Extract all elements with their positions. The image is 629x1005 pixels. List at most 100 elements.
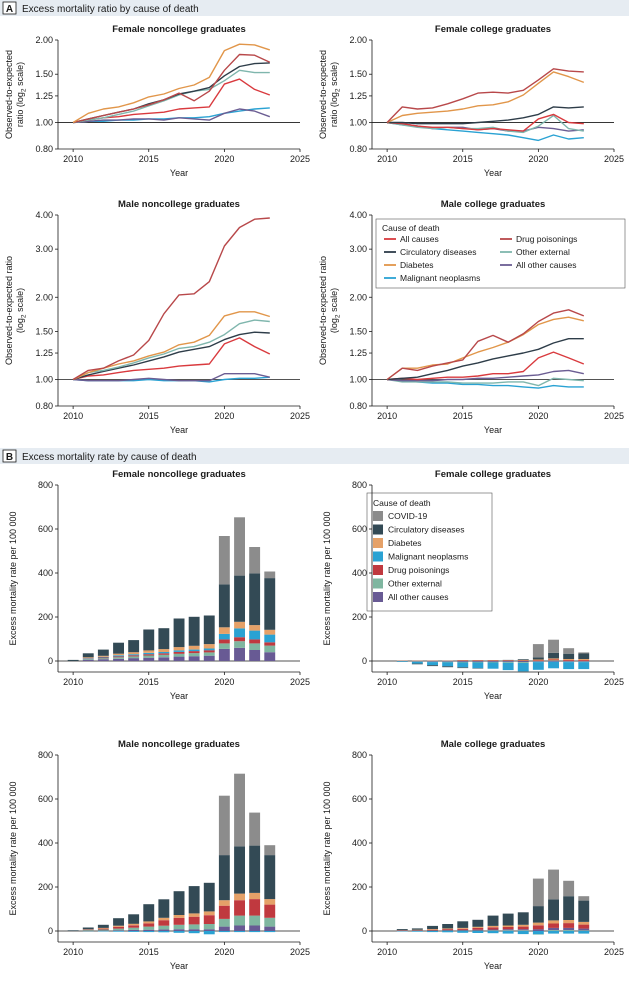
- bar-segment-circulatory-diseases: [427, 665, 438, 666]
- bar-segment-other-external: [264, 646, 275, 653]
- bar-segment-circulatory-diseases: [128, 640, 139, 652]
- x-tick-label: 2015: [453, 411, 473, 421]
- y-tick-label: 0.80: [349, 401, 367, 411]
- bar-segment-circulatory-diseases: [189, 886, 200, 913]
- bar-segment-other-external: [204, 652, 215, 655]
- panel-1: Female noncollege graduates0.801.001.251…: [4, 24, 310, 178]
- x-axis-label: Year: [170, 961, 188, 971]
- bar-segment-diabetes: [98, 656, 109, 657]
- bar-segment-diabetes: [174, 647, 185, 650]
- bar-segment-drug-poisonings: [457, 929, 468, 930]
- bar-segment-malignant-neoplasms: [457, 931, 468, 933]
- y-axis-label-line1: Observed-to-expected ratio: [318, 256, 328, 365]
- x-tick-label: 2025: [604, 411, 624, 421]
- ratio-legend-label: All other causes: [516, 260, 576, 270]
- bar-segment-other-external: [98, 658, 109, 659]
- bar-segment-circulatory-diseases: [113, 918, 124, 926]
- bar-segment-circulatory-diseases: [457, 921, 468, 928]
- x-axis-label: Year: [170, 691, 188, 701]
- bar-segment-drug-poisonings: [503, 927, 514, 929]
- rate-legend-swatch: [373, 511, 383, 521]
- y-tick-label: 1.00: [349, 375, 367, 385]
- y-tick-label: 1.00: [349, 117, 367, 127]
- ratio-legend-label: Circulatory diseases: [400, 247, 477, 257]
- bar-segment-circulatory-diseases: [158, 628, 169, 649]
- bar-segment-circulatory-diseases: [503, 914, 514, 926]
- series-line-all-causes: [387, 352, 584, 379]
- y-tick-label: 1.50: [349, 326, 367, 336]
- bar-segment-all-other-causes: [518, 661, 529, 662]
- bar-segment-all-other-causes: [219, 649, 230, 661]
- bar-segment-other-external: [219, 919, 230, 927]
- rate-legend-label: Other external: [388, 579, 442, 589]
- bar-segment-other-external: [158, 655, 169, 657]
- y-tick-label: 1.25: [349, 91, 367, 101]
- bar-segment-diabetes: [578, 659, 589, 660]
- y-tick-label: 600: [352, 524, 367, 534]
- bar-segment-diabetes: [189, 646, 200, 650]
- series-line-drug-poisonings: [387, 310, 584, 380]
- section-a-letter: A: [6, 4, 13, 15]
- x-axis-label: Year: [484, 425, 502, 435]
- bar-segment-all-other-causes: [533, 929, 544, 931]
- bar-segment-malignant-neoplasms: [472, 663, 483, 669]
- y-tick-label: 1.00: [35, 117, 53, 127]
- x-tick-label: 2015: [139, 154, 159, 164]
- bar-segment-all-other-causes: [264, 927, 275, 931]
- bar-segment-all-other-causes: [98, 659, 109, 661]
- bar-segment-other-external: [457, 662, 468, 663]
- y-tick-label: 0: [362, 656, 367, 666]
- bar-segment-all-other-causes: [548, 928, 559, 930]
- ratio-legend-label: Drug poisonings: [516, 234, 577, 244]
- y-axis-label-line2: (log2 scale): [329, 288, 342, 333]
- bar-segment-diabetes: [158, 649, 169, 652]
- x-tick-label: 2025: [290, 947, 310, 957]
- bar-segment-circulatory-diseases: [412, 928, 423, 929]
- bar-segment-other-external: [563, 930, 574, 931]
- y-axis-label: Observed-to-expected ratio(log2 scale): [318, 256, 342, 365]
- bar-segment-all-other-causes: [234, 648, 245, 661]
- bar-segment-covid-19: [219, 796, 230, 855]
- bar-segment-circulatory-diseases: [234, 576, 245, 622]
- bar-segment-all-other-causes: [442, 930, 453, 931]
- x-tick-label: 2015: [139, 947, 159, 957]
- x-tick-label: 2010: [63, 154, 83, 164]
- bar-segment-other-external: [174, 654, 185, 657]
- bar-segment-diabetes: [442, 928, 453, 929]
- x-tick-label: 2015: [453, 677, 473, 687]
- bar-segment-malignant-neoplasms: [503, 931, 514, 934]
- series-line-circulatory-diseases: [73, 63, 270, 123]
- bar-segment-drug-poisonings: [548, 660, 559, 661]
- y-axis-label-line2: (log2 scale): [15, 288, 28, 333]
- series-line-circulatory-diseases: [73, 332, 270, 379]
- x-tick-label: 2010: [377, 154, 397, 164]
- bar-segment-malignant-neoplasms: [397, 661, 408, 662]
- y-tick-label: 1.50: [35, 69, 53, 79]
- bar-segment-circulatory-diseases: [442, 666, 453, 667]
- bar-segment-circulatory-diseases: [98, 925, 109, 928]
- bar-segment-malignant-neoplasms: [563, 662, 574, 669]
- y-tick-label: 0.80: [35, 401, 53, 411]
- bar-segment-malignant-neoplasms: [488, 663, 499, 669]
- y-tick-label: 1.50: [35, 326, 53, 336]
- x-tick-label: 2020: [528, 677, 548, 687]
- bar-segment-all-other-causes: [158, 657, 169, 661]
- bar-segment-malignant-neoplasms: [518, 931, 529, 934]
- bar-segment-drug-poisonings: [143, 923, 154, 926]
- y-axis-label-text: Excess mortality rate per 100 000: [8, 511, 18, 645]
- bar-segment-malignant-neoplasms: [548, 662, 559, 669]
- bar-segment-circulatory-diseases: [219, 584, 230, 627]
- x-tick-label: 2025: [604, 677, 624, 687]
- rate-legend-swatch: [373, 592, 383, 602]
- bar-segment-malignant-neoplasms: [503, 663, 514, 670]
- bar-segment-malignant-neoplasms: [219, 634, 230, 640]
- panel-7: Male noncollege graduates020040060080020…: [8, 739, 310, 971]
- bar-segment-circulatory-diseases: [174, 619, 185, 648]
- x-tick-label: 2010: [377, 411, 397, 421]
- ratio-legend-label: All causes: [400, 234, 439, 244]
- bar-segment-circulatory-diseases: [143, 904, 154, 921]
- bar-segment-all-other-causes: [234, 926, 245, 932]
- panel-3: Male noncollege graduates0.801.001.251.5…: [4, 199, 310, 435]
- bar-segment-circulatory-diseases: [563, 896, 574, 920]
